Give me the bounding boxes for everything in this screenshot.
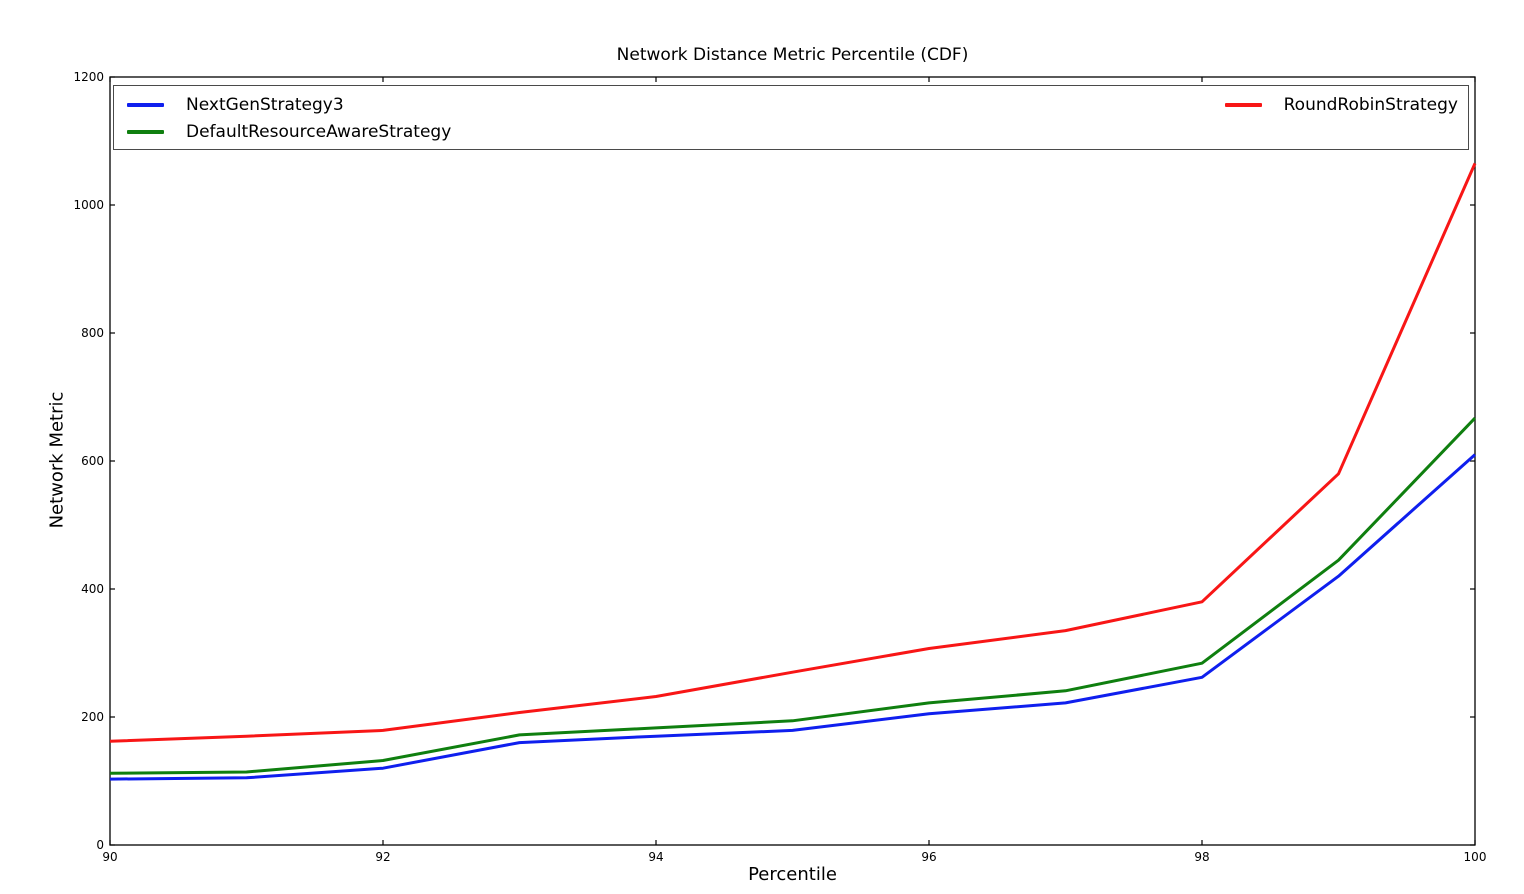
y-tick-label: 1200 bbox=[73, 70, 104, 84]
x-axis-label: Percentile bbox=[748, 864, 837, 885]
series-line-RoundRobinStrategy bbox=[109, 162, 1477, 743]
x-tick-label: 94 bbox=[648, 850, 664, 864]
y-tick-label: 800 bbox=[81, 326, 104, 340]
legend: NextGenStrategy3 DefaultResourceAwareStra… bbox=[113, 85, 1469, 150]
x-tick-label: 100 bbox=[1463, 850, 1487, 864]
x-tick-label: 92 bbox=[375, 850, 391, 864]
y-tick-label: 0 bbox=[96, 838, 104, 852]
legend-label: RoundRobinStrategy bbox=[1283, 94, 1458, 115]
series-line-NextGenStrategy3 bbox=[109, 453, 1476, 781]
legend-column-right: RoundRobinStrategy bbox=[1224, 91, 1458, 118]
y-tick-label: 1000 bbox=[73, 198, 104, 212]
legend-line-swatch bbox=[127, 102, 164, 107]
legend-column-left: NextGenStrategy3 DefaultResourceAwareStra… bbox=[127, 91, 451, 145]
legend-entry-NextGenStrategy3: NextGenStrategy3 bbox=[127, 91, 451, 118]
y-tick-label: 400 bbox=[81, 582, 104, 596]
chart-title: Network Distance Metric Percentile (CDF) bbox=[616, 45, 969, 65]
legend-entry-RoundRobinStrategy: RoundRobinStrategy bbox=[1224, 91, 1458, 118]
legend-label: DefaultResourceAwareStrategy bbox=[186, 121, 452, 142]
y-tick-label: 600 bbox=[81, 454, 104, 468]
legend-entry-DefaultResourceAwareStrategy: DefaultResourceAwareStrategy bbox=[127, 118, 451, 145]
x-tick-label: 96 bbox=[921, 850, 937, 864]
legend-line-swatch bbox=[127, 129, 164, 134]
legend-line-swatch bbox=[1224, 102, 1262, 107]
x-tick-label: 98 bbox=[1194, 850, 1210, 864]
y-tick-label: 200 bbox=[81, 710, 104, 724]
series-line-DefaultResourceAwareStrategy bbox=[109, 417, 1477, 775]
legend-label: NextGenStrategy3 bbox=[186, 94, 344, 115]
x-tick-label: 90 bbox=[102, 850, 118, 864]
